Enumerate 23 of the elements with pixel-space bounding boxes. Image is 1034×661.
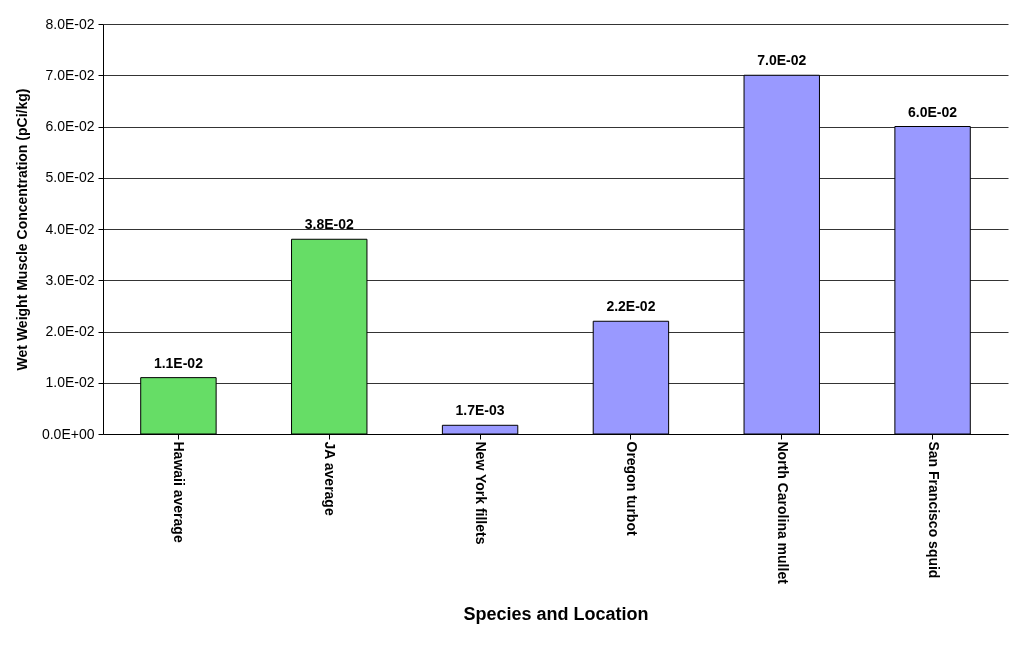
x-tick-label: JA average — [322, 441, 339, 516]
data-label: 1.7E-03 — [455, 402, 505, 419]
y-axis-title: Wet Weight Muscle Concentration (pCi/kg) — [13, 88, 30, 371]
x-tick-label: New York fillets — [473, 441, 490, 545]
x-tick-label: North Carolina mullet — [774, 441, 791, 585]
y-tick-label: 1.0E-02 — [45, 374, 95, 391]
data-label: 6.0E-02 — [908, 103, 958, 120]
y-tick-label: 7.0E-02 — [45, 66, 95, 83]
y-tick-label: 4.0E-02 — [45, 220, 95, 237]
y-tick-label: 6.0E-02 — [45, 118, 95, 134]
y-tick-label: 3.0E-02 — [45, 271, 95, 288]
data-label: 2.2E-02 — [606, 298, 656, 315]
data-label: 1.1E-02 — [153, 354, 204, 371]
data-label: 3.8E-02 — [304, 216, 354, 233]
x-tick-label: San Francisco squid — [925, 441, 942, 579]
y-tick-label: 0.0E+00 — [41, 425, 95, 442]
data-label: 7.0E-02 — [757, 52, 807, 69]
y-tick-label: 8.0E-02 — [45, 15, 95, 32]
x-tick-label: Oregon turbot — [623, 441, 640, 536]
x-tick-label: Hawaii average — [171, 441, 188, 543]
y-tick-label: 2.0E-02 — [45, 323, 95, 339]
x-axis-title: Species and Location — [463, 603, 649, 624]
y-tick-label: 5.0E-02 — [45, 169, 95, 186]
